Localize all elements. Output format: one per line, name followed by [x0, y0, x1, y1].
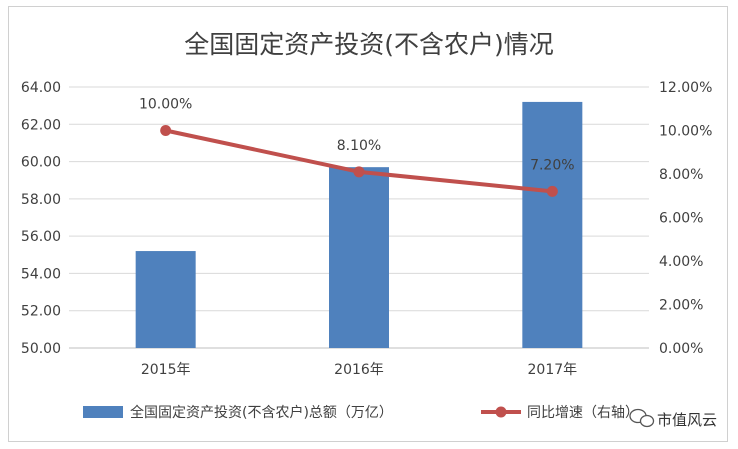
left-axis-ticks: 50.00 52.00 54.00 56.00 58.00 60.00 62.00 64.00: [21, 80, 61, 357]
right-tick-label: 12.00%: [659, 80, 712, 96]
legend-line-marker: [495, 406, 507, 418]
bars: [135, 101, 583, 349]
left-tick-label: 64.00: [21, 80, 61, 96]
chart-frame: 全国固定资产投资(不含农户)情况 50.00 52.00 54.00 56.00 58.…: [8, 6, 728, 442]
x-tick-label: 2016年: [334, 362, 384, 378]
growth-point: [353, 166, 365, 178]
left-tick-label: 58.00: [21, 192, 61, 208]
growth-point: [546, 185, 558, 197]
legend-bar-swatch: [83, 406, 123, 418]
growth-data-label: 7.20%: [530, 157, 574, 173]
x-tick-label: 2017年: [528, 362, 578, 378]
growth-data-label: 8.10%: [337, 138, 381, 154]
legend-bar-label: 全国固定资产投资(不含农户)总额（万亿）: [130, 404, 393, 421]
growth-line: [160, 125, 558, 197]
bar-2015年: [135, 251, 196, 348]
watermark-text: 市值风云: [657, 411, 717, 429]
left-tick-label: 50.00: [21, 341, 61, 357]
left-tick-label: 62.00: [21, 117, 61, 133]
chart-title: 全国固定资产投资(不含农户)情况: [184, 30, 554, 59]
watermark: 市值风云: [629, 408, 717, 429]
x-tick-label: 2015年: [141, 362, 191, 378]
growth-point: [160, 125, 172, 136]
wechat-icon-bubble-b: [639, 414, 655, 428]
chart-svg: 全国固定资产投资(不含农户)情况 50.00 52.00 54.00 56.00 58.…: [21, 30, 717, 429]
data-labels: 10.00% 8.10% 7.20%: [139, 97, 575, 174]
legend-line-label: 同比增速（右轴）: [527, 405, 639, 421]
left-tick-label: 54.00: [21, 266, 61, 282]
right-axis-ticks: 0.00% 2.00% 4.00% 6.00% 8.00% 10.00% 12.00%: [659, 80, 712, 357]
right-tick-label: 8.00%: [659, 167, 703, 183]
right-tick-label: 6.00%: [659, 211, 703, 227]
right-tick-label: 10.00%: [659, 124, 712, 140]
left-tick-label: 52.00: [21, 304, 61, 320]
left-tick-label: 60.00: [21, 155, 61, 171]
left-tick-label: 56.00: [21, 229, 61, 245]
legend: 全国固定资产投资(不含农户)总额（万亿） 同比增速（右轴）: [83, 404, 639, 421]
x-axis-ticks: 2015年 2016年 2017年: [141, 362, 577, 378]
growth-data-label: 10.00%: [139, 97, 192, 113]
bar-2016年: [329, 167, 389, 348]
right-tick-label: 0.00%: [659, 341, 703, 357]
right-tick-label: 4.00%: [659, 254, 703, 270]
bar-2017年: [522, 101, 583, 349]
wechat-icon: [629, 408, 655, 428]
right-tick-label: 2.00%: [659, 298, 703, 314]
